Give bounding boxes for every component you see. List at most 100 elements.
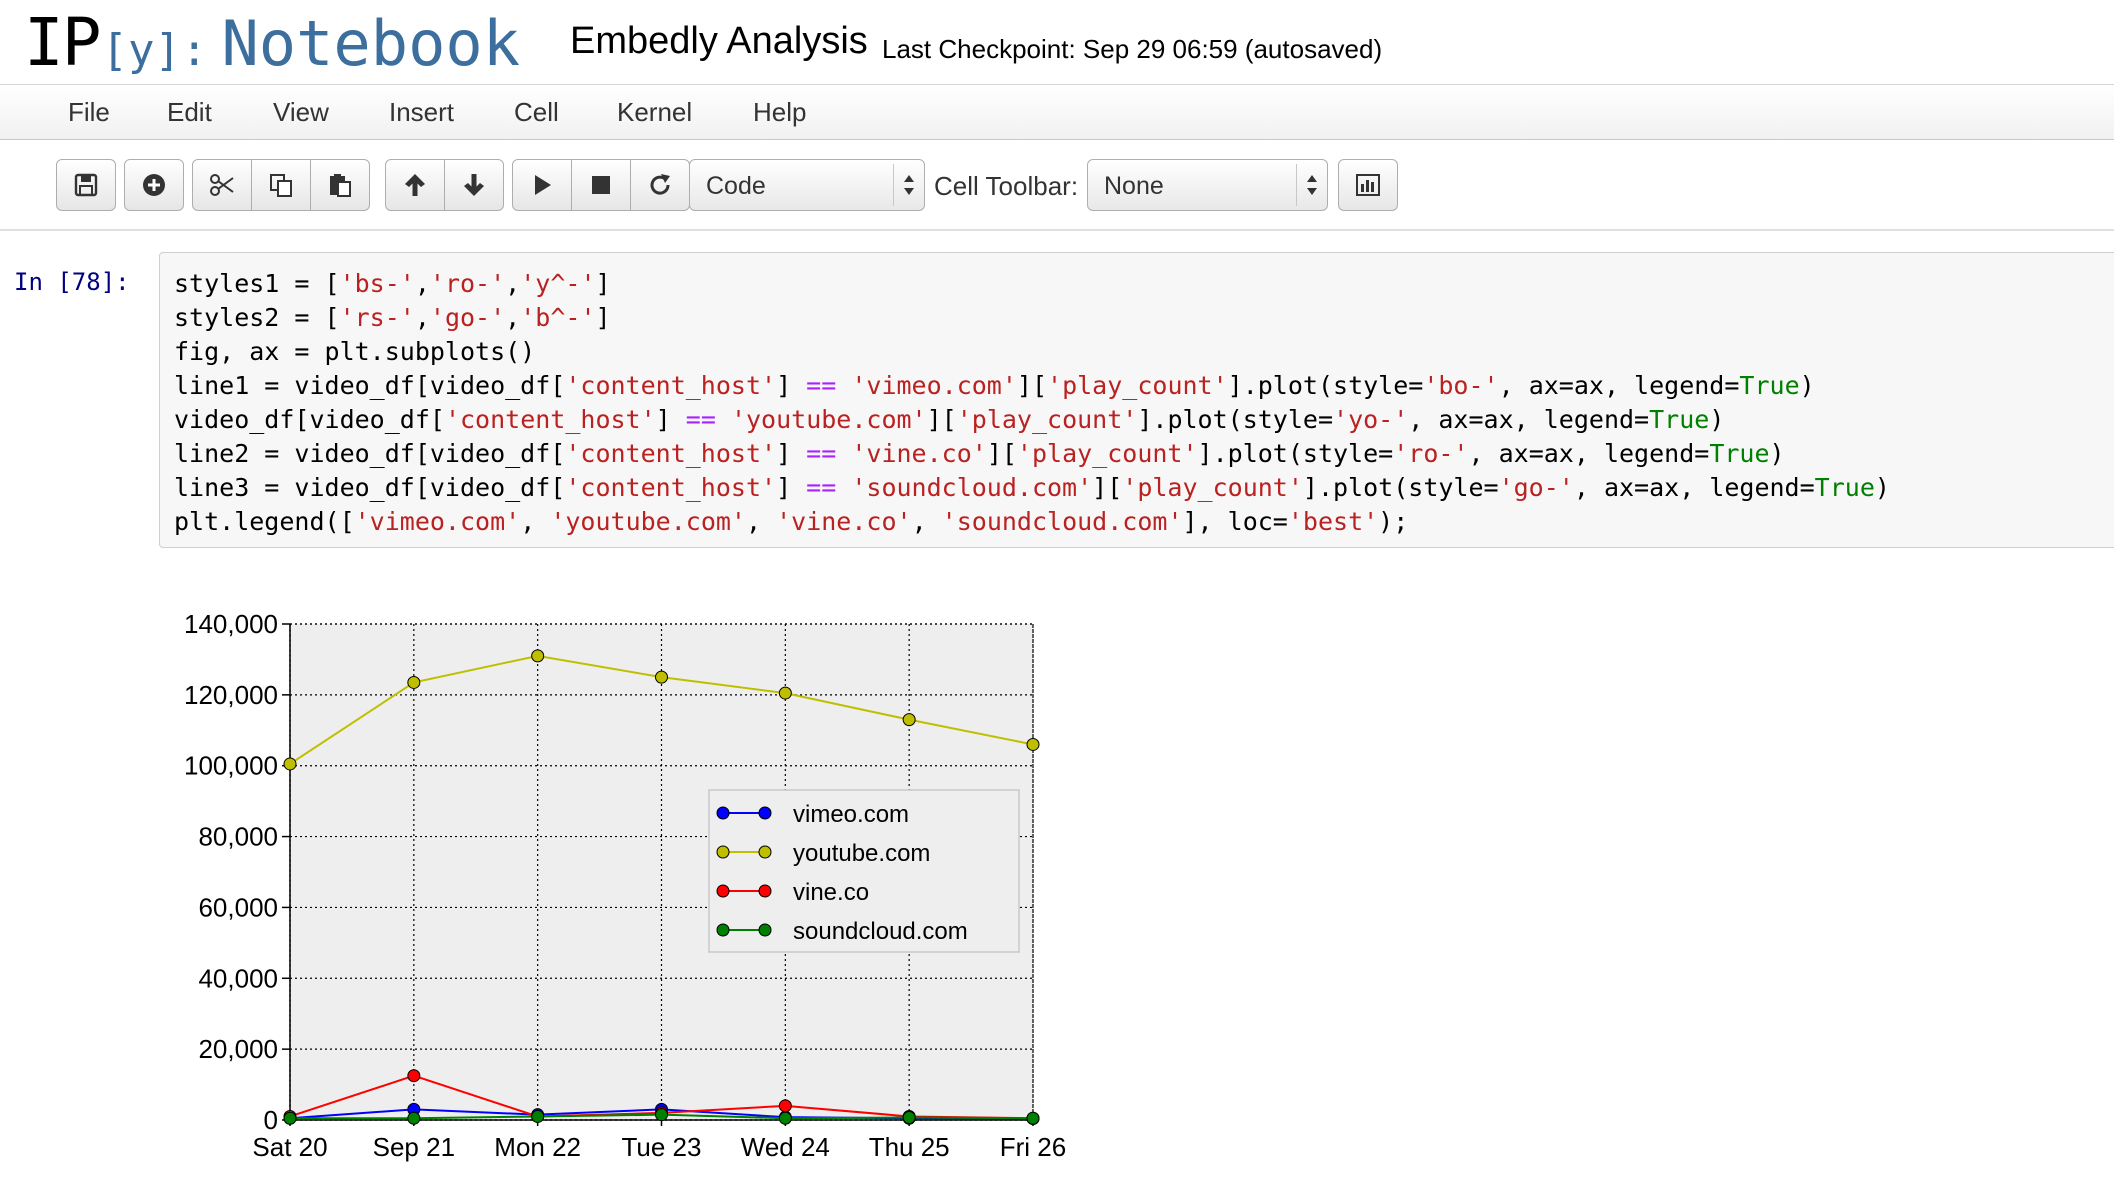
y-tick-label: 0 [264,1105,278,1135]
run-group [512,159,690,211]
data-point [902,1111,916,1125]
header: IP [y]: Notebook Embedly Analysis Last C… [0,0,2114,84]
select-divider [893,164,894,206]
code-line-7: line3 = video_df[video_df['content_host'… [174,473,1890,502]
menu-view[interactable]: View [273,97,329,127]
cell-type-value: Code [706,172,766,200]
interrupt-button[interactable] [571,159,631,211]
code-cell-input[interactable]: styles1 = ['bs-','ro-','y^-'] styles2 = [… [159,252,2114,548]
menubar: File Edit View Insert Cell Kernel Help [0,84,2114,140]
y-tick-label: 140,000 [184,609,278,639]
logo-ip: IP [24,4,101,81]
copy-icon [270,174,292,197]
y-tick-label: 20,000 [198,1034,278,1064]
code-line-1: styles1 = ['bs-','ro-','y^-'] [174,269,611,298]
edit-group [192,159,370,211]
legend-marker [716,806,730,820]
ipython-logo[interactable]: IP [y]: Notebook [24,4,521,81]
legend-marker [716,884,730,898]
x-tick-label: Mon 22 [494,1132,581,1162]
data-point [407,675,421,689]
data-point [1026,1111,1040,1125]
data-point [655,1108,668,1122]
restart-icon [650,174,670,195]
restart-button[interactable] [630,159,690,211]
paste-icon [330,174,351,197]
output-plot: 0 20,000 40,000 60,000 80,000 100,000 120,000 1… [150,580,1110,1180]
code-editor[interactable]: styles1 = ['bs-','ro-','y^-'] styles2 = [… [174,267,1890,539]
code-line-4: line1 = video_df[video_df['content_host'… [174,371,1815,400]
data-point [407,1111,421,1125]
legend-marker [758,884,772,898]
data-point [407,1069,421,1083]
y-tick-label: 80,000 [198,822,278,852]
menu-edit[interactable]: Edit [167,97,212,127]
bar-chart-icon [1356,174,1380,196]
paste-button[interactable] [310,159,370,211]
select-divider [1296,164,1297,206]
data-point [902,713,916,727]
menu-help[interactable]: Help [753,97,807,127]
move-up-button[interactable] [385,159,445,211]
y-tick-label: 60,000 [198,892,278,922]
move-group [385,159,504,211]
data-point [1026,737,1040,751]
logo-notebook: Notebook [221,7,521,80]
legend-label: vine.co [793,879,869,906]
code-line-6: line2 = video_df[video_df['content_host'… [174,439,1785,468]
series-youtube-com [283,649,1040,771]
legend-marker [716,845,730,859]
code-line-8: plt.legend(['vimeo.com', 'youtube.com', … [174,507,1409,536]
x-tick-label: Wed 24 [741,1132,830,1162]
toolbar: Code Cell Toolbar: None [0,141,2114,231]
data-point [531,1109,545,1123]
cell-type-select[interactable]: Code [689,159,925,211]
save-button[interactable] [56,159,116,211]
menu-file[interactable]: File [68,97,110,127]
input-prompt: In [78]: [14,268,130,296]
save-icon [74,173,98,197]
legend-marker [758,923,772,937]
notebook-name[interactable]: Embedly Analysis [570,20,868,62]
x-tick-label: Sat 20 [252,1132,327,1162]
data-point [655,670,668,684]
cut-icon [210,174,234,196]
data-point [283,757,297,771]
menu-cell[interactable]: Cell [514,97,559,127]
arrow-up-icon [405,174,425,196]
x-tick-label: Thu 25 [869,1132,950,1162]
menu-kernel[interactable]: Kernel [617,97,693,127]
arrow-down-icon [464,174,484,196]
logo-y: [y]: [101,25,208,76]
select-arrows-icon [1307,175,1317,195]
copy-button[interactable] [251,159,311,211]
menu-insert[interactable]: Insert [389,97,455,127]
cell-toolbar-select[interactable]: None [1087,159,1328,211]
line-chart: 0 20,000 40,000 60,000 80,000 100,000 120,000 1… [184,609,1066,1162]
data-point [778,686,792,700]
y-tick-label: 40,000 [198,963,278,993]
data-point [778,1099,792,1113]
insert-cell-button[interactable] [124,159,184,211]
chart-button[interactable] [1338,159,1398,211]
x-tick-label: Tue 23 [622,1132,702,1162]
play-icon [535,175,551,195]
data-point [778,1111,792,1125]
run-button[interactable] [512,159,572,211]
y-tick-label: 100,000 [184,751,278,781]
plus-icon [143,174,165,196]
series-soundcloud-com [283,1108,1040,1125]
legend-marker [758,806,772,820]
legend-label: soundcloud.com [793,918,968,945]
legend-label: youtube.com [793,840,930,867]
data-point [531,649,545,663]
move-down-button[interactable] [444,159,504,211]
legend-label: vimeo.com [793,801,909,828]
save-group [56,159,116,211]
cut-button[interactable] [192,159,252,211]
legend-marker [758,845,772,859]
x-tick-label: Fri 26 [1000,1132,1066,1162]
cell-toolbar-value: None [1104,172,1164,200]
keyboard-group [1338,159,1398,211]
y-tick-label: 120,000 [184,680,278,710]
